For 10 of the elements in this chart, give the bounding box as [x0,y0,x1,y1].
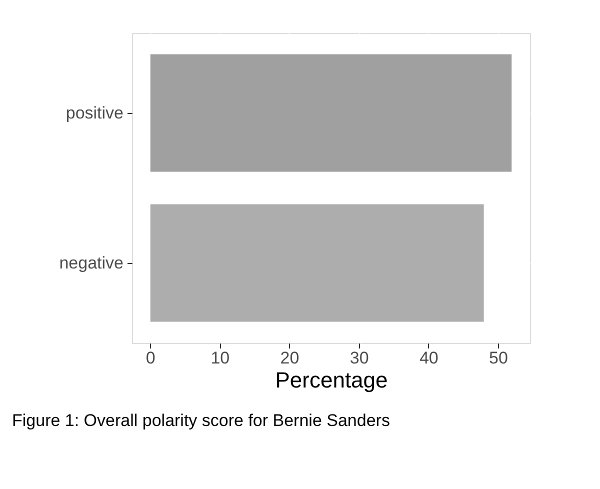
x-tick-label: 10 [210,348,230,368]
x-tick-label: 30 [350,348,369,368]
x-tick-label: 40 [419,348,438,368]
y-tick-label: negative [59,254,124,272]
caption: Figure 1: Overall polarity score for Bernie Sanders [12,411,390,430]
x-tick-label: 20 [280,348,300,368]
x-tick-label: 0 [146,348,156,368]
x-tick-label: 50 [489,348,508,368]
x-axis-title: Percentage [275,368,388,392]
y-tick-label: positive [66,104,124,122]
